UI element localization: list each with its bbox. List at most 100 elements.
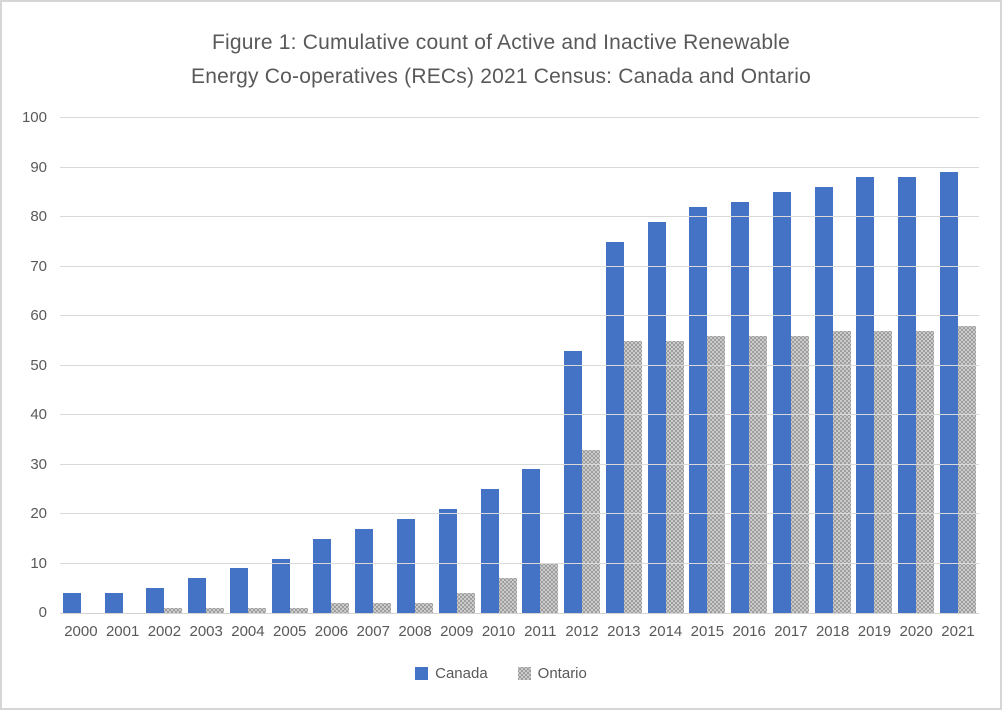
x-axis-tick-label-2015: 2015: [690, 623, 725, 640]
canada-legend-swatch-icon: [415, 667, 429, 680]
x-axis-tick-label-2012: 2012: [565, 623, 599, 640]
bar-ontario-2015: [707, 335, 726, 613]
bar-group-2014: [645, 118, 687, 613]
x-axis-tick-label-2020: 2020: [899, 623, 933, 640]
y-axis-tick-label-90: 90: [30, 158, 47, 176]
bar-ontario-2005: [289, 608, 308, 613]
bar-ontario-2020: [916, 330, 935, 613]
bar-group-2012: [561, 118, 603, 613]
bar-group-2018: [812, 118, 854, 613]
bar-group-2019: [854, 118, 896, 613]
bar-ontario-2012: [582, 449, 601, 613]
bar-ontario-2018: [832, 330, 851, 613]
bar-ontario-2008: [415, 603, 433, 613]
y-axis-tick-label-50: 50: [30, 356, 47, 374]
bar-canada-2005: [271, 558, 290, 613]
bar-ontario-2007: [373, 603, 392, 613]
gridline-30: [60, 463, 979, 465]
x-axis-tick-label-2002: 2002: [147, 623, 182, 640]
y-axis-tick-label-70: 70: [30, 257, 47, 275]
bar-canada-2017: [772, 192, 791, 613]
gridline-20: [60, 513, 979, 514]
bar-canada-2013: [605, 241, 624, 613]
x-axis-tick-label-2014: 2014: [648, 623, 683, 640]
gridline-50: [60, 364, 979, 366]
bar-canada-2009: [438, 509, 457, 613]
bar-ontario-2011: [540, 563, 559, 613]
bar-group-2020: [895, 118, 937, 613]
bar-canada-2001: [104, 593, 123, 613]
bar-group-2011: [519, 118, 561, 613]
chart-title: Figure 1: Cumulative count of Active and…: [2, 26, 1000, 94]
gridline-90: [60, 166, 979, 168]
bar-group-2001: [102, 118, 144, 613]
x-axis-tick-label-2011: 2011: [524, 623, 557, 640]
x-axis-tick-label-2018: 2018: [815, 623, 850, 640]
bar-group-2015: [686, 118, 728, 613]
bar-canada-2011: [522, 469, 541, 613]
chart-title-line-1: Figure 1: Cumulative count of Active and…: [212, 31, 790, 54]
bar-canada-2003: [188, 578, 207, 613]
ontario-legend-swatch-icon: [517, 667, 531, 680]
y-axis-tick-label-20: 20: [30, 505, 47, 522]
y-axis-tick-label-30: 30: [30, 455, 47, 473]
x-axis-tick-label-2017: 2017: [774, 623, 808, 640]
bar-canada-2020: [898, 177, 917, 613]
bar-group-2003: [185, 118, 227, 613]
bar-group-2010: [478, 118, 520, 613]
bar-group-2021: [937, 118, 979, 613]
x-axis-tick-label-2008: 2008: [398, 623, 432, 640]
bar-canada-2014: [647, 221, 666, 613]
bar-canada-2000: [62, 593, 81, 613]
bar-canada-2004: [229, 568, 248, 613]
bar-group-2000: [60, 118, 102, 613]
bar-group-2007: [352, 118, 394, 613]
x-axis-tick-label-2013: 2013: [607, 623, 641, 640]
gridline-10: [60, 562, 979, 564]
gridline-80: [60, 216, 979, 217]
bar-ontario-2013: [623, 340, 642, 613]
bar-ontario-2006: [331, 603, 350, 613]
x-axis-tick-label-2016: 2016: [732, 623, 766, 640]
bar-canada-2006: [313, 538, 332, 613]
y-axis-tick-label-0: 0: [38, 604, 47, 621]
bar-group-2006: [311, 118, 353, 613]
x-axis-tick-label-2007: 2007: [356, 623, 390, 640]
bar-ontario-2003: [206, 608, 225, 613]
x-axis-tick-label-2021: 2021: [941, 623, 975, 640]
bar-ontario-2014: [665, 340, 684, 613]
x-axis-tick-label-2000: 2000: [64, 623, 98, 640]
bar-group-2005: [269, 118, 311, 613]
y-axis-tick-label-100: 100: [21, 109, 47, 126]
y-axis-tick-label-80: 80: [30, 208, 47, 225]
x-axis-line: [60, 613, 979, 614]
bar-group-2008: [394, 118, 436, 613]
bar-canada-2007: [355, 528, 374, 613]
legend-label-ontario: Ontario: [537, 665, 587, 682]
legend: Canada Ontario: [2, 665, 1000, 682]
bar-canada-2019: [856, 177, 875, 613]
bar-canada-2012: [564, 350, 583, 613]
bar-canada-2010: [480, 489, 499, 613]
x-axis-tick-label-2009: 2009: [440, 623, 474, 640]
y-axis-tick-label-60: 60: [30, 307, 47, 324]
x-axis-tick-label-2010: 2010: [481, 623, 516, 640]
bar-ontario-2009: [456, 593, 475, 613]
bar-canada-2016: [731, 202, 750, 613]
chart-title-line-2: Energy Co-operatives (RECs) 2021 Census:…: [191, 65, 811, 88]
y-axis-tick-label-40: 40: [30, 406, 47, 423]
x-axis-tick-label-2001: 2001: [105, 623, 140, 640]
x-axis-labels: 2000 2001 2002 2003 2004 2005 2006 2007 2008 2009…: [60, 622, 979, 641]
x-axis-tick-label-2006: 2006: [314, 623, 349, 640]
bar-ontario-2004: [247, 608, 266, 613]
bar-group-2013: [603, 118, 645, 613]
bar-canada-2015: [689, 207, 708, 613]
bar-group-2009: [436, 118, 478, 613]
bar-canada-2018: [814, 187, 833, 613]
gridline-60: [60, 315, 979, 316]
bar-group-2004: [227, 118, 269, 613]
bar-canada-2021: [939, 172, 958, 613]
bar-canada-2002: [146, 588, 165, 613]
bar-ontario-2017: [790, 335, 809, 613]
